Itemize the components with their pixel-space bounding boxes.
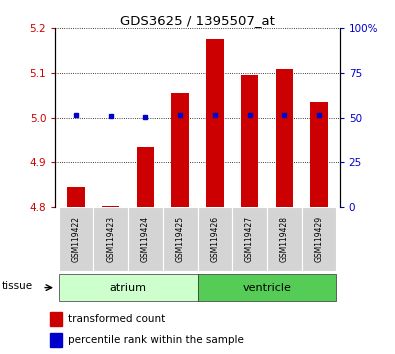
Bar	[102, 206, 119, 207]
Bar	[310, 102, 327, 207]
Text: GSM119422: GSM119422	[71, 216, 81, 262]
Bar	[94, 207, 128, 271]
Text: transformed count: transformed count	[68, 314, 166, 324]
Bar	[198, 274, 336, 301]
Text: GSM119427: GSM119427	[245, 216, 254, 262]
Text: GSM119428: GSM119428	[280, 216, 289, 262]
Bar	[51, 333, 62, 347]
Bar	[51, 312, 62, 326]
Bar	[68, 187, 85, 207]
Text: GSM119429: GSM119429	[314, 216, 324, 262]
Bar	[206, 40, 224, 207]
Bar	[241, 75, 258, 207]
Text: GSM119425: GSM119425	[176, 216, 184, 262]
Bar	[198, 207, 232, 271]
Bar	[301, 207, 336, 271]
Text: GSM119424: GSM119424	[141, 216, 150, 262]
Text: percentile rank within the sample: percentile rank within the sample	[68, 335, 244, 345]
Text: ventricle: ventricle	[243, 282, 291, 293]
Bar	[232, 207, 267, 271]
Bar	[267, 207, 301, 271]
Bar	[128, 207, 163, 271]
Text: atrium: atrium	[110, 282, 147, 293]
Title: GDS3625 / 1395507_at: GDS3625 / 1395507_at	[120, 14, 275, 27]
Text: tissue: tissue	[2, 281, 33, 291]
Bar	[276, 69, 293, 207]
Bar	[171, 93, 189, 207]
Text: GSM119426: GSM119426	[211, 216, 219, 262]
Text: GSM119423: GSM119423	[106, 216, 115, 262]
Bar	[163, 207, 198, 271]
Bar	[59, 274, 197, 301]
Bar	[137, 147, 154, 207]
Bar	[59, 207, 94, 271]
